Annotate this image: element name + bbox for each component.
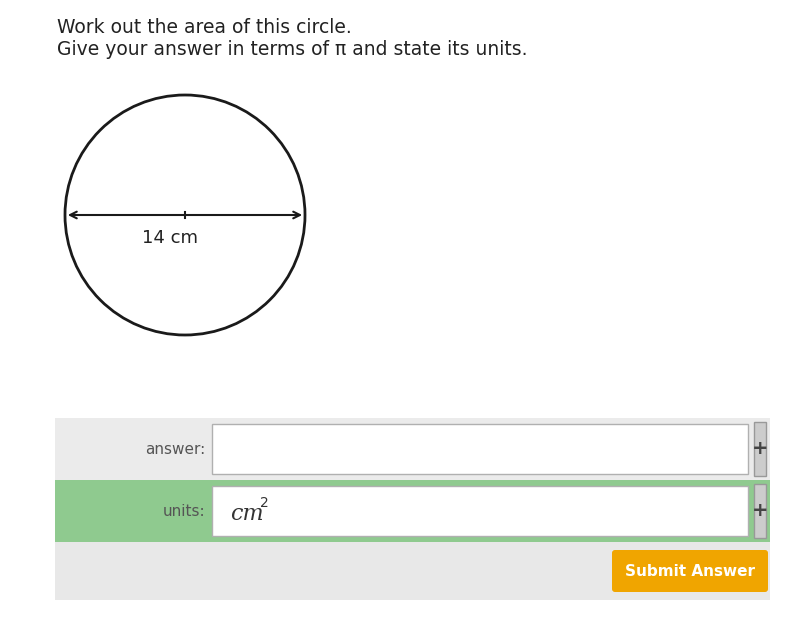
FancyBboxPatch shape [754, 422, 766, 476]
FancyBboxPatch shape [754, 484, 766, 538]
Text: Work out the area of this circle.: Work out the area of this circle. [57, 18, 352, 37]
FancyBboxPatch shape [212, 486, 748, 536]
FancyBboxPatch shape [612, 550, 768, 592]
Text: +: + [752, 440, 768, 459]
FancyBboxPatch shape [55, 480, 770, 542]
Text: answer:: answer: [145, 442, 205, 456]
FancyBboxPatch shape [55, 542, 770, 600]
Text: cm: cm [230, 503, 264, 525]
Text: +: + [752, 502, 768, 521]
FancyBboxPatch shape [212, 424, 748, 474]
Text: units:: units: [162, 504, 205, 518]
Text: 2: 2 [260, 496, 269, 510]
Text: Submit Answer: Submit Answer [625, 564, 755, 578]
Text: 14 cm: 14 cm [142, 229, 198, 247]
Text: Give your answer in terms of π and state its units.: Give your answer in terms of π and state… [57, 40, 527, 59]
FancyBboxPatch shape [55, 418, 770, 480]
